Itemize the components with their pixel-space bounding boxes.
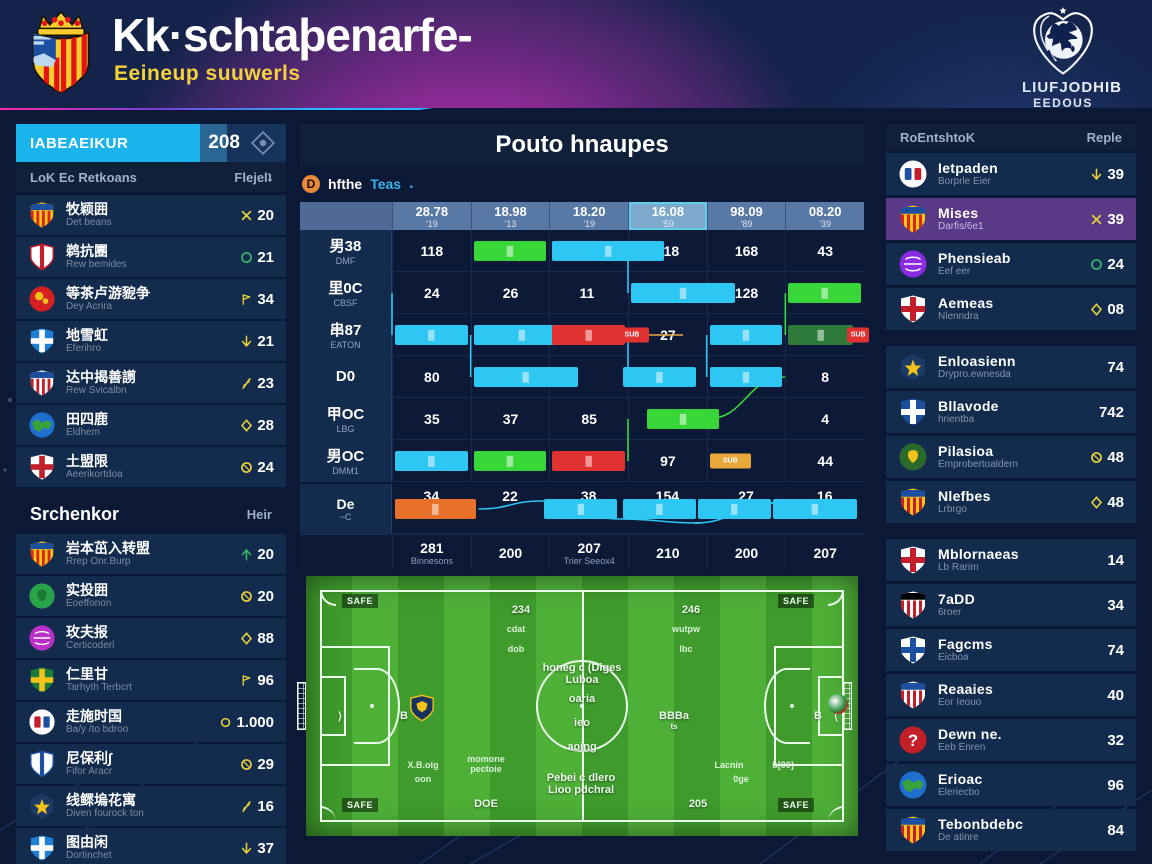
svg-text:?: ? bbox=[908, 732, 918, 750]
